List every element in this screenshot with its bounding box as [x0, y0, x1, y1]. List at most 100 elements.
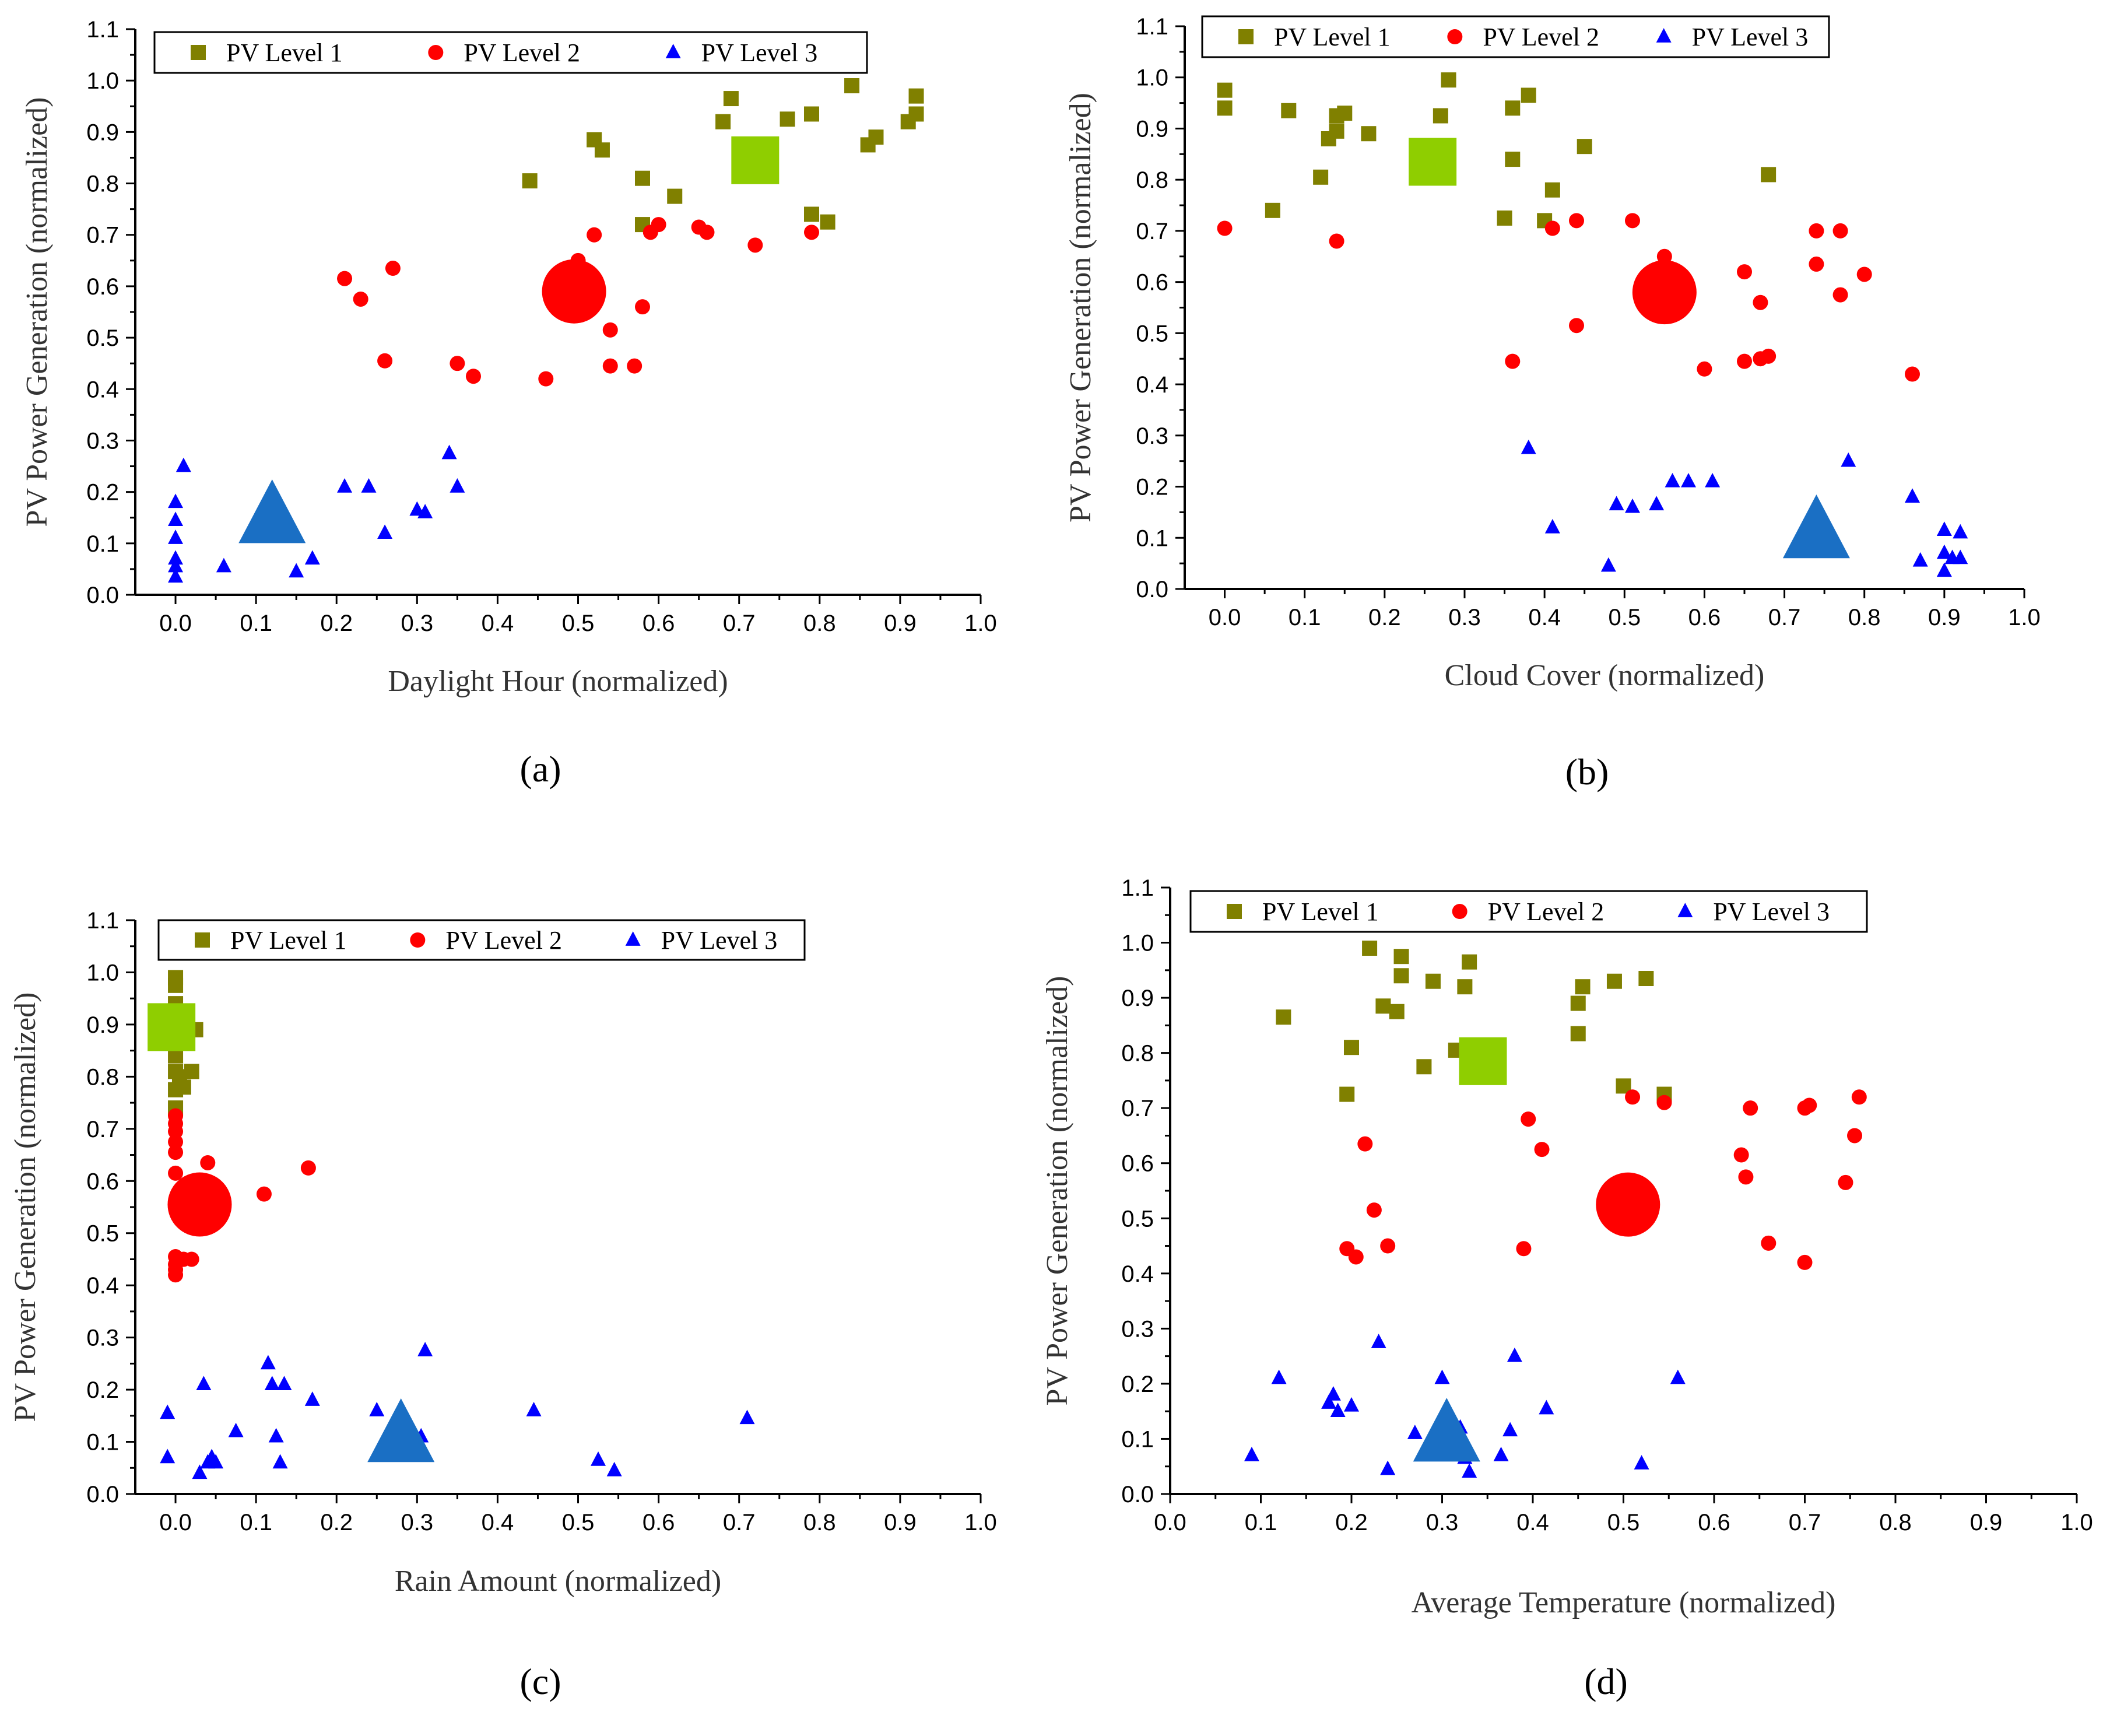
- data-point: [538, 371, 554, 387]
- data-point: [184, 1064, 199, 1079]
- series-pv-level-3: [160, 1342, 755, 1479]
- data-point: [1809, 256, 1824, 272]
- data-point: [168, 1165, 184, 1181]
- x-tick-label: 0.9: [1970, 1510, 2003, 1535]
- data-point: [289, 563, 304, 578]
- data-point: [450, 478, 465, 493]
- y-tick-label: 0.7: [86, 1117, 119, 1142]
- x-tick-label: 0.8: [803, 611, 836, 636]
- x-tick-label: 0.4: [482, 1510, 514, 1535]
- x-tick-label: 0.6: [643, 1510, 675, 1535]
- data-point: [1905, 488, 1920, 503]
- data-point: [1505, 152, 1521, 167]
- series-pv-level-2: [1339, 1089, 1867, 1270]
- data-point: [1737, 264, 1752, 280]
- data-point: [1507, 1347, 1522, 1362]
- data-point: [1544, 220, 1560, 236]
- y-tick-label: 1.0: [86, 68, 119, 94]
- chart-panel-b: 0.0 0.1 0.2 0.3 0.4 0.5 0.6 0.7 0.8 0.9 1.0 0.0 0.1 0…: [1064, 14, 2041, 792]
- chart-panel-d: 0.0 0.1 0.2 0.3 0.4 0.5 0.6 0.7 0.8 0.9 1.0 0.0 0.1 0…: [1041, 875, 2093, 1702]
- y-tick-label: 0.5: [86, 1221, 119, 1247]
- x-tick-label: 0.7: [723, 611, 756, 636]
- data-point: [820, 214, 835, 230]
- data-point: [1569, 318, 1584, 334]
- centroid-marker: [542, 259, 606, 324]
- x-axis-title: Daylight Hour (normalized): [388, 665, 728, 698]
- series-pv-level-1: [522, 78, 924, 233]
- data-point: [1953, 524, 1968, 539]
- x-tick-label: 0.8: [1848, 605, 1881, 630]
- data-point: [804, 106, 819, 122]
- data-point: [1743, 1100, 1758, 1116]
- data-point: [1505, 100, 1521, 116]
- y-tick-label: 1.1: [86, 908, 119, 934]
- data-point: [1217, 220, 1233, 236]
- data-point: [1380, 1238, 1396, 1254]
- data-point: [304, 1391, 320, 1406]
- data-point: [1271, 1369, 1287, 1384]
- data-point: [606, 1461, 622, 1477]
- data-point: [337, 271, 353, 286]
- y-tick-label: 0.8: [1121, 1041, 1154, 1067]
- data-point: [1936, 544, 1952, 559]
- legend-label: PV Level 1: [230, 926, 347, 955]
- legend-label: PV Level 2: [1488, 897, 1605, 926]
- data-point: [908, 88, 924, 104]
- data-point: [1577, 139, 1592, 155]
- y-tick-label: 0.3: [1136, 423, 1168, 449]
- data-point: [1425, 973, 1441, 989]
- legend-label: PV Level 2: [464, 38, 580, 67]
- data-point: [1339, 1086, 1355, 1102]
- data-point: [369, 1402, 385, 1416]
- x-tick-label: 0.3: [1426, 1510, 1459, 1535]
- data-point: [168, 511, 184, 527]
- data-point: [526, 1402, 542, 1416]
- legend-label: PV Level 3: [1713, 897, 1830, 926]
- data-point: [1953, 549, 1968, 564]
- data-point: [337, 478, 353, 493]
- data-point: [1665, 472, 1680, 488]
- series-pv-level-2: [337, 217, 819, 387]
- legend-marker: [191, 45, 206, 60]
- centroid-marker: [1413, 1398, 1480, 1462]
- panel-label: (b): [1565, 751, 1609, 792]
- legend-marker: [1238, 29, 1254, 44]
- y-axis-title: PV Power Generation (normalized): [1064, 93, 1097, 522]
- data-point: [168, 1134, 184, 1150]
- data-point: [168, 977, 184, 993]
- data-point: [1361, 126, 1377, 142]
- data-point: [160, 1404, 175, 1419]
- x-tick-label: 0.3: [401, 1510, 434, 1535]
- legend-marker: [428, 45, 444, 60]
- chart-panel-c: 0.0 0.1 0.2 0.3 0.4 0.5 0.6 0.7 0.8 0.9 1.0 0.0 0.1 0…: [9, 908, 997, 1702]
- data-point: [216, 557, 231, 573]
- data-point: [264, 1376, 280, 1391]
- data-point: [1761, 348, 1777, 364]
- data-point: [1912, 552, 1928, 567]
- legend: PV Level 1 PV Level 2 PV Level 3: [157, 919, 806, 961]
- data-point: [304, 550, 320, 565]
- legend-marker: [1447, 29, 1463, 44]
- panel-label: (c): [519, 1661, 561, 1702]
- data-point: [1606, 973, 1622, 989]
- data-point: [1493, 1446, 1509, 1461]
- data-point: [739, 1409, 755, 1425]
- data-point: [276, 1376, 292, 1391]
- data-point: [780, 111, 795, 127]
- data-point: [1433, 108, 1448, 124]
- y-tick-label: 0.1: [86, 531, 119, 557]
- panel-label: (a): [519, 748, 561, 790]
- data-point: [1841, 452, 1856, 467]
- x-tick-label: 0.9: [1928, 605, 1961, 630]
- data-point: [1847, 1128, 1863, 1144]
- data-point: [602, 358, 618, 374]
- y-tick-label: 0.0: [1136, 577, 1168, 602]
- y-tick-label: 1.1: [1136, 14, 1168, 40]
- data-point: [1697, 361, 1712, 377]
- x-tick-label: 0.0: [159, 611, 192, 636]
- data-point: [1569, 213, 1584, 229]
- legend-label: PV Level 3: [1692, 23, 1809, 51]
- data-point: [168, 1145, 184, 1160]
- x-axis-title: Cloud Cover (normalized): [1445, 659, 1765, 692]
- x-tick-label: 0.8: [1879, 1510, 1912, 1535]
